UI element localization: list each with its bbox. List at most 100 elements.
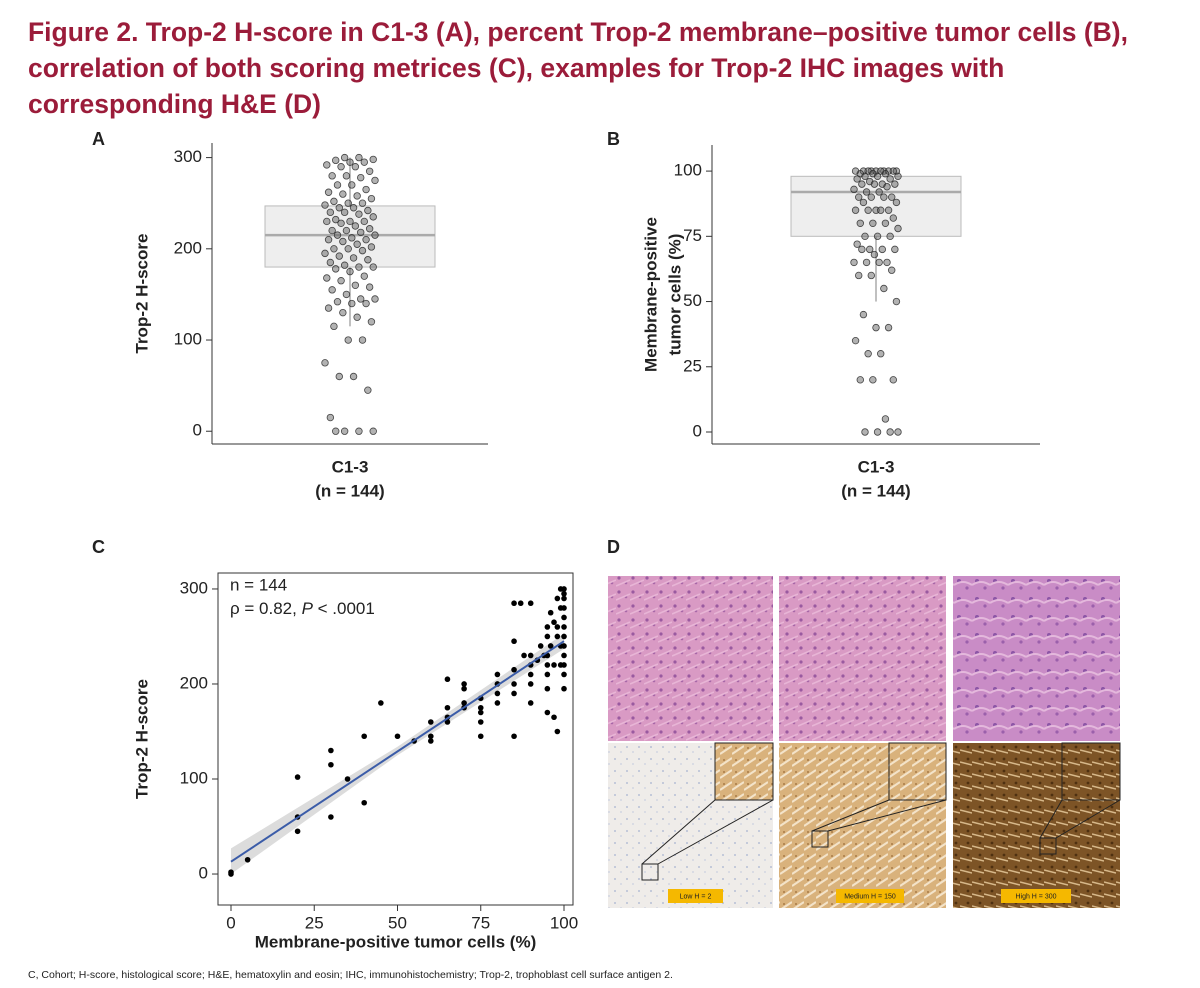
point: [561, 685, 567, 692]
point: [855, 271, 863, 280]
he-image-high: [953, 576, 1120, 741]
point: [362, 299, 370, 308]
image-label: High H = 300: [1015, 893, 1056, 900]
point: [867, 193, 875, 201]
point: [511, 681, 517, 687]
point: [547, 609, 554, 616]
point: [369, 263, 377, 271]
label-box: [1001, 889, 1071, 903]
point: [428, 719, 434, 725]
point: [339, 237, 347, 246]
y-tick-label: 100: [174, 330, 202, 349]
p-symbol: P: [302, 599, 314, 618]
point: [859, 198, 868, 207]
point: [348, 234, 356, 242]
point: [891, 245, 899, 254]
point: [328, 172, 336, 180]
point: [348, 181, 356, 189]
point: [875, 258, 883, 267]
point: [349, 372, 358, 381]
point: [889, 214, 897, 222]
point: [561, 662, 567, 668]
point: [344, 336, 352, 344]
point: [371, 176, 379, 185]
point: [328, 226, 336, 235]
point: [351, 163, 360, 171]
x-tick-label: 75: [471, 913, 490, 932]
regression-line: [230, 640, 565, 863]
y-axis-label: tumor cells (%): [665, 234, 684, 356]
point: [886, 428, 894, 436]
point: [369, 427, 377, 435]
point: [323, 217, 331, 226]
p-value: < .0001: [313, 599, 375, 618]
point: [889, 376, 897, 384]
point: [521, 652, 527, 659]
point: [362, 185, 370, 194]
point: [328, 761, 334, 768]
figure-title: Figure 2. Trop-2 H-score in C1-3 (A), pe…: [28, 17, 1128, 119]
panel-letter: B: [607, 129, 620, 149]
point: [892, 198, 901, 207]
point: [561, 595, 567, 602]
point: [369, 213, 377, 221]
point: [333, 298, 342, 306]
point: [360, 217, 368, 226]
point: [851, 206, 860, 214]
point: [228, 869, 234, 875]
point: [881, 169, 890, 178]
annotation-n: n = 144: [230, 575, 287, 594]
point: [349, 254, 358, 262]
point: [561, 590, 567, 597]
image-label: Medium H = 150: [844, 893, 896, 900]
point: [477, 709, 484, 716]
point: [880, 284, 888, 293]
point: [321, 359, 329, 367]
point: [323, 274, 331, 282]
label-box: [836, 889, 904, 903]
point: [353, 240, 361, 248]
point: [355, 210, 363, 218]
point: [355, 263, 363, 271]
point: [461, 681, 467, 687]
x-axis-label: Membrane-positive tumor cells (%): [255, 932, 537, 951]
point: [554, 728, 561, 735]
point: [333, 181, 342, 189]
point: [428, 738, 434, 744]
point: [342, 290, 351, 299]
y-tick-label: 0: [193, 421, 202, 440]
point: [878, 245, 886, 254]
point: [544, 624, 551, 630]
point: [294, 774, 301, 780]
point: [321, 249, 329, 258]
point: [884, 323, 893, 332]
point: [527, 671, 534, 678]
point: [367, 194, 376, 203]
point: [346, 217, 354, 226]
y-tick-label: 25: [683, 356, 702, 375]
point: [444, 704, 451, 711]
plot-frame: [217, 572, 574, 906]
point: [355, 153, 363, 162]
point: [342, 172, 351, 180]
point: [561, 605, 567, 611]
point: [357, 228, 365, 237]
category-label: C1-3: [858, 457, 895, 476]
point: [344, 199, 352, 207]
point: [342, 226, 351, 235]
point: [477, 704, 484, 711]
point: [861, 428, 869, 436]
insets: [641, 742, 1121, 881]
point: [340, 427, 349, 435]
point: [330, 245, 338, 253]
panel-letter: C: [92, 537, 105, 557]
point: [351, 281, 360, 289]
point: [561, 614, 567, 621]
point: [332, 156, 340, 165]
point: [365, 167, 374, 175]
point: [444, 719, 451, 725]
point: [428, 733, 434, 740]
x-tick-label: 50: [388, 913, 407, 932]
point: [364, 206, 372, 215]
point: [544, 685, 551, 692]
